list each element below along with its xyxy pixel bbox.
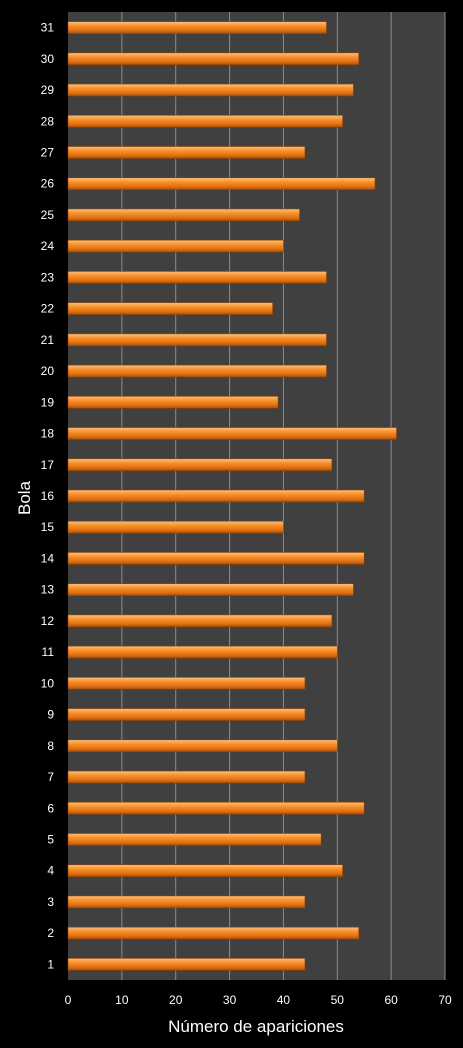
bar-1 xyxy=(67,958,306,971)
y-tick-label: 2 xyxy=(47,926,54,940)
bar-28 xyxy=(67,114,343,128)
bar-23 xyxy=(67,271,327,284)
y-tick-label: 12 xyxy=(41,614,55,628)
y-tick-label: 10 xyxy=(41,676,55,690)
y-tick-label: 17 xyxy=(41,458,55,472)
y-tick-label: 28 xyxy=(41,114,55,128)
y-tick-label: 22 xyxy=(41,302,55,316)
bar-22 xyxy=(67,302,273,315)
y-tick-label: 11 xyxy=(42,645,55,659)
bar-12 xyxy=(67,614,333,628)
y-tick-label: 21 xyxy=(41,333,55,347)
bar-17 xyxy=(67,458,333,472)
y-tick-label: 6 xyxy=(47,801,54,815)
bar-24 xyxy=(67,239,284,253)
y-tick-label: 24 xyxy=(41,239,55,253)
x-tick-label: 20 xyxy=(169,993,183,1007)
bar-25 xyxy=(67,208,300,222)
y-tick-label: 29 xyxy=(41,83,55,97)
y-tick-label: 14 xyxy=(41,551,55,565)
y-tick-label: 7 xyxy=(47,770,54,784)
bar-7 xyxy=(67,770,306,784)
bar-31 xyxy=(67,21,327,34)
bar-20 xyxy=(67,364,327,378)
y-tick-label: 13 xyxy=(41,583,55,597)
x-axis-title: Número de apariciones xyxy=(168,1017,344,1036)
bar-6 xyxy=(67,801,365,815)
bar-8 xyxy=(67,739,338,753)
x-tick-label: 10 xyxy=(115,993,129,1007)
bars xyxy=(67,21,397,971)
bar-26 xyxy=(67,177,376,191)
x-tick-label: 0 xyxy=(65,993,72,1007)
y-tick-label: 19 xyxy=(41,395,55,409)
x-tick-label: 40 xyxy=(277,993,291,1007)
y-tick-label: 16 xyxy=(41,489,55,503)
bar-29 xyxy=(67,83,354,97)
bar-4 xyxy=(67,864,343,878)
y-tick-label: 27 xyxy=(41,146,55,160)
bar-11 xyxy=(67,645,338,659)
y-tick-label: 26 xyxy=(41,177,55,191)
bar-9 xyxy=(67,708,306,721)
x-tick-labels: 0 10 20 30 40 50 60 70 xyxy=(65,993,452,1007)
y-tick-label: 4 xyxy=(47,864,54,878)
bar-27 xyxy=(67,146,306,159)
y-tick-label: 18 xyxy=(41,427,55,441)
y-tick-label: 9 xyxy=(47,708,54,722)
y-tick-label: 15 xyxy=(41,520,55,534)
bar-30 xyxy=(67,52,360,66)
bar-15 xyxy=(67,520,284,534)
y-tick-label: 3 xyxy=(47,895,54,909)
y-tick-label: 30 xyxy=(41,52,55,66)
bar-14 xyxy=(67,552,365,565)
x-tick-label: 50 xyxy=(331,993,345,1007)
y-tick-label: 31 xyxy=(41,21,55,35)
y-tick-label: 23 xyxy=(41,270,55,284)
y-tick-label: 5 xyxy=(47,832,54,846)
bar-18 xyxy=(67,427,397,440)
bar-19 xyxy=(67,396,279,409)
bar-13 xyxy=(67,583,354,596)
bar-3 xyxy=(67,895,306,909)
y-tick-label: 1 xyxy=(47,957,54,971)
x-tick-label: 70 xyxy=(438,993,452,1007)
bar-21 xyxy=(67,333,327,347)
y-tick-label: 20 xyxy=(41,364,55,378)
y-axis-title: Bola xyxy=(15,480,34,515)
y-tick-label: 25 xyxy=(41,208,55,222)
bar-16 xyxy=(67,489,365,503)
bar-10 xyxy=(67,677,306,690)
y-tick-label: 8 xyxy=(47,739,54,753)
x-tick-label: 30 xyxy=(223,993,237,1007)
bar-5 xyxy=(67,833,322,846)
y-tick-labels: 1234567891011121314151617181920212223242… xyxy=(41,21,55,972)
x-tick-label: 60 xyxy=(384,993,398,1007)
bar-2 xyxy=(67,926,360,940)
